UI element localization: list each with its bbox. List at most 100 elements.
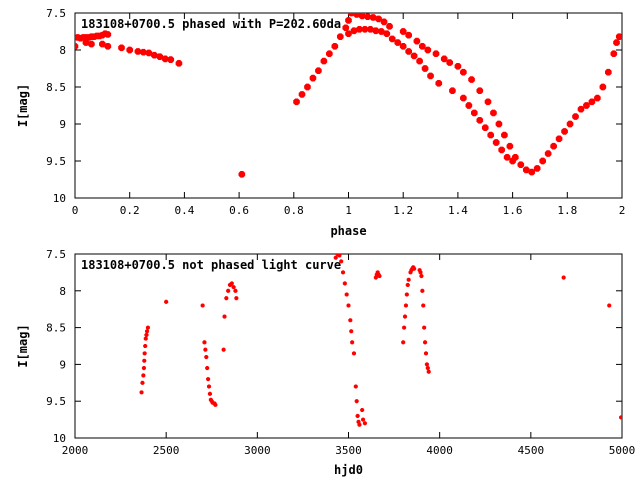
unphased-plot-frame — [74, 253, 623, 439]
phased-data-point — [583, 102, 590, 109]
phased-data-point — [550, 142, 557, 150]
unphased-x-tick-label: 3500 — [335, 444, 362, 457]
unphased-data-point — [202, 340, 207, 345]
unphased-data-point — [141, 373, 146, 378]
phased-data-point — [405, 31, 412, 39]
phased-data-point — [487, 131, 495, 139]
phased-data-point — [495, 120, 503, 128]
unphased-data-point — [139, 390, 144, 395]
phased-data-point — [470, 109, 478, 117]
unphased-data-point — [421, 303, 426, 308]
unphased-data-point — [401, 340, 406, 345]
unphased-data-point — [349, 329, 354, 334]
phased-data-point — [326, 50, 333, 58]
phased-data-point — [410, 52, 418, 60]
unphased-x-tick-label: 2500 — [153, 444, 180, 457]
phased-data-point — [413, 37, 421, 45]
unphased-data-point — [405, 282, 410, 287]
unphased-data-point — [423, 351, 429, 356]
phased-data-point — [528, 168, 536, 176]
phased-x-tick-label: 1.4 — [448, 204, 468, 217]
phased-data-point — [304, 83, 311, 91]
phased-data-point — [175, 59, 183, 67]
phased-data-point — [145, 49, 153, 57]
phased-data-point — [503, 153, 511, 161]
unphased-data-point — [426, 369, 431, 374]
unphased-y-tick-label: 9.5 — [46, 395, 66, 408]
unphased-data-point — [350, 340, 355, 345]
unphased-data-point — [221, 347, 226, 352]
phased-data-point — [369, 14, 377, 21]
phased-y-tick-label: 7.5 — [46, 7, 66, 20]
phased-data-point — [320, 57, 328, 65]
phased-data-point — [315, 67, 322, 75]
unphased-data-point — [424, 362, 429, 367]
phased-data-point — [377, 28, 385, 35]
phased-data-point — [388, 35, 396, 43]
phased-data-point — [372, 27, 380, 35]
unphased-data-point — [339, 259, 344, 264]
phased-data-point — [118, 44, 125, 52]
phased-data-point — [498, 146, 505, 154]
phased-y-tick-label: 8.5 — [46, 81, 66, 94]
unphased-data-point — [333, 255, 338, 260]
unphased-data-point — [354, 399, 359, 404]
unphased-data-point — [351, 351, 356, 356]
unphased-data-point — [164, 299, 169, 304]
phased-data-point — [476, 116, 484, 124]
phased-x-tick-label: 0.2 — [120, 204, 140, 217]
phased-x-tick-label: 0.8 — [284, 204, 304, 217]
unphased-data-point — [144, 332, 149, 337]
unphased-data-point — [348, 318, 353, 323]
phased-data-point — [421, 65, 429, 72]
unphased-data-point — [206, 384, 212, 389]
phased-data-point — [599, 83, 607, 91]
unphased-data-point — [607, 303, 612, 308]
phased-data-point — [104, 31, 112, 38]
phased-data-point — [481, 124, 489, 132]
phased-x-tick-label: 1.8 — [557, 204, 577, 217]
phased-data-point — [309, 74, 317, 82]
phased-x-tick-label: 0.6 — [229, 204, 249, 217]
unphased-data-point — [143, 343, 148, 349]
phased-data-point — [361, 25, 369, 33]
phased-x-tick-label: 1 — [345, 204, 352, 217]
phased-data-point — [356, 25, 363, 33]
phased-data-point — [465, 102, 473, 109]
unphased-data-point — [234, 296, 239, 301]
phased-data-point — [399, 42, 407, 50]
unphased-data-point — [346, 303, 351, 308]
phased-data-point — [293, 98, 300, 106]
phased-y-tick-label: 9 — [59, 118, 66, 131]
phased-data-point — [492, 139, 500, 146]
unphased-data-point — [420, 288, 425, 293]
unphased-x-tick-label: 4000 — [426, 444, 453, 457]
unphased-data-point — [377, 274, 382, 279]
phased-data-point — [342, 24, 350, 32]
unphased-data-point — [204, 355, 209, 360]
unphased-y-tick-label: 8.5 — [46, 322, 66, 335]
phased-data-point — [476, 87, 484, 95]
unphased-x-tick-label: 2000 — [62, 444, 89, 457]
phased-x-axis-label: phase — [330, 224, 366, 238]
unphased-data-point — [403, 303, 408, 308]
phased-data-point — [544, 150, 552, 157]
unphased-data-point — [144, 329, 150, 334]
unphased-y-tick-label: 7.5 — [46, 248, 66, 261]
phased-data-point — [468, 76, 475, 83]
phased-data-point — [399, 28, 407, 35]
phased-data-point — [460, 94, 467, 102]
phased-x-tick-label: 1.6 — [503, 204, 523, 217]
unphased-data-point — [229, 281, 234, 286]
phased-data-point — [506, 142, 514, 150]
phased-chart-title: 183108+0700.5 phased with P=202.60da — [81, 17, 341, 31]
unphased-data-point — [142, 351, 147, 356]
unphased-data-point — [143, 336, 148, 341]
phased-data-point — [440, 55, 448, 63]
phased-data-point — [522, 166, 530, 174]
unphased-x-tick-label: 5000 — [609, 444, 636, 457]
unphased-x-tick-label: 4500 — [518, 444, 545, 457]
phased-x-tick-label: 0.4 — [174, 204, 194, 217]
phased-data-point — [394, 39, 402, 46]
phased-data-point — [449, 87, 456, 95]
